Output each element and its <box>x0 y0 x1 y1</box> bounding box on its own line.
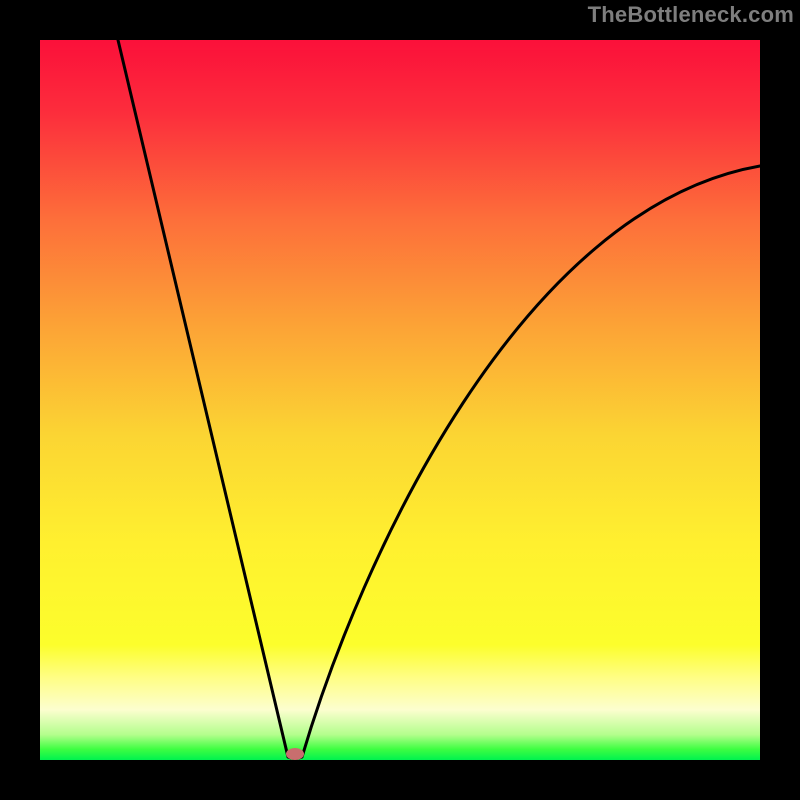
plot-area <box>40 40 760 760</box>
trough-marker <box>286 748 304 760</box>
watermark-text: TheBottleneck.com <box>588 2 794 28</box>
chart-frame: TheBottleneck.com <box>0 0 800 800</box>
curve-svg <box>40 40 760 760</box>
bottleneck-curve <box>118 40 760 759</box>
